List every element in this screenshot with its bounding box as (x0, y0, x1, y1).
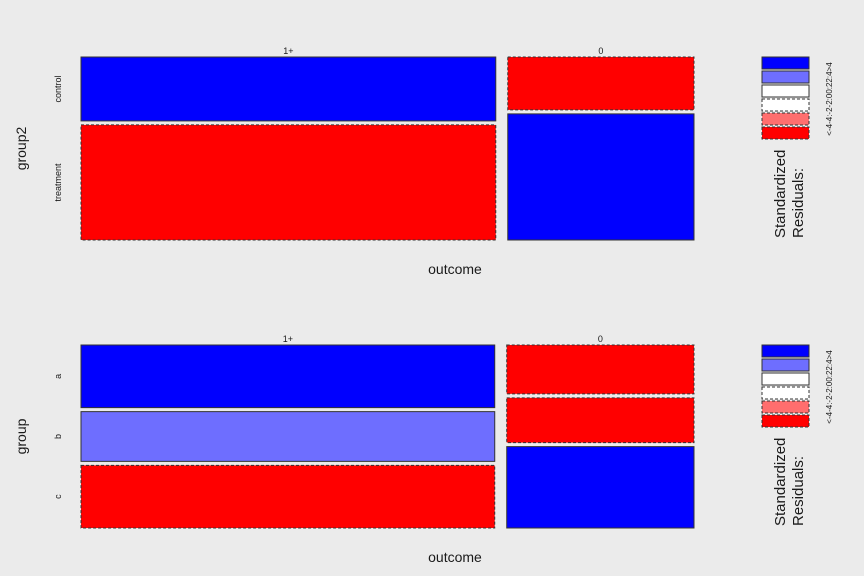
y-axis-title: group (13, 418, 29, 454)
legend-scale-labels: <-4-4:-2-2:00:22:4>4 (825, 62, 834, 136)
legend-title-line1: Standardized (772, 150, 789, 238)
row-label-2: c (53, 494, 63, 499)
mosaic-tile-0-0 (80, 56, 497, 122)
column-label-1plus: 1+ (283, 46, 293, 56)
mosaic-tile-2-0 (80, 464, 496, 529)
legend-swatch-0 (761, 344, 810, 358)
legend-swatch-1 (761, 358, 810, 372)
mosaic-tile-1-1 (507, 113, 695, 241)
legend-title-line1: Standardized (772, 438, 789, 526)
legend-swatch-3 (761, 386, 810, 400)
mosaic-tile-2-1 (506, 446, 695, 529)
legend-swatch-4 (761, 112, 810, 126)
column-label-1plus: 1+ (283, 334, 293, 344)
y-axis-title: group2 (13, 126, 29, 170)
mosaic-panel-group: 1+ 0 a b c group outcome <-4-4:-2-2:00:22:4>4 St… (13, 334, 834, 565)
column-label-0: 0 (598, 334, 603, 344)
mosaic-tile-0-1 (506, 344, 695, 395)
row-label-1: treatment (53, 163, 63, 202)
mosaic-tile-0-1 (507, 56, 695, 111)
row-label-0: control (53, 75, 63, 102)
legend-swatch-0 (761, 56, 810, 70)
legend-swatch-2 (761, 84, 810, 98)
legend-swatch-5 (761, 126, 810, 140)
row-label-0: a (53, 374, 63, 379)
row-label-1: b (53, 434, 63, 439)
legend-title-line2: Residuals: (790, 168, 807, 238)
legend-swatch-2 (761, 372, 810, 386)
mosaic-tile-1-1 (506, 397, 695, 444)
mosaic-tile-0-0 (80, 344, 496, 409)
legend-title-line2: Residuals: (790, 456, 807, 526)
legend-swatch-5 (761, 414, 810, 428)
legend-swatch-1 (761, 70, 810, 84)
legend-swatch-3 (761, 98, 810, 112)
column-label-0: 0 (598, 46, 603, 56)
legend-scale-labels: <-4-4:-2-2:00:22:4>4 (825, 350, 834, 424)
x-axis-title: outcome (428, 261, 482, 277)
mosaic-tile-1-0 (80, 411, 496, 462)
mosaic-panel-group2: 1+ 0 control treatment group2 outcome <-4-4:-2… (13, 46, 834, 277)
x-axis-title: outcome (428, 549, 482, 565)
legend-swatch-4 (761, 400, 810, 414)
mosaic-tile-1-0 (80, 124, 497, 241)
